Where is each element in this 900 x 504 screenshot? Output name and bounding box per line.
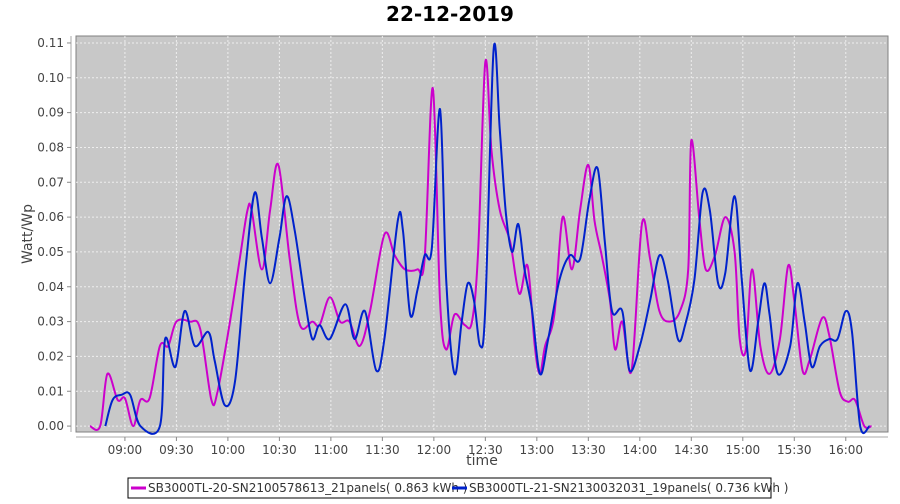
x-tick-label: 13:30: [571, 443, 606, 457]
x-tick-label: 11:00: [314, 443, 349, 457]
x-tick-label: 12:00: [417, 443, 452, 457]
legend-label-series-2: SB3000TL-21-SN2130032031_19panels( 0.736…: [469, 481, 788, 495]
y-tick-label: 0.05: [37, 245, 64, 259]
x-tick-label: 14:30: [674, 443, 709, 457]
y-tick-label: 0.08: [37, 140, 64, 154]
y-tick-label: 0.10: [37, 71, 64, 85]
chart-title: 22-12-2019: [386, 2, 514, 26]
legend-label-series-1: SB3000TL-20-SN2100578613_21panels( 0.863…: [148, 481, 467, 495]
y-tick-label: 0.01: [37, 384, 64, 398]
y-tick-label: 0.00: [37, 419, 64, 433]
series-lines: [89, 42, 872, 435]
legend-box: [127, 477, 772, 499]
gridlines: [76, 36, 888, 432]
x-tick-label: 14:00: [623, 443, 658, 457]
x-tick-label: 13:00: [520, 443, 555, 457]
y-tick-label: 0.06: [37, 210, 64, 224]
x-tick-label: 12:30: [468, 443, 503, 457]
x-tick-label: 16:00: [828, 443, 863, 457]
x-tick-label: 11:30: [365, 443, 400, 457]
y-tick-label: 0.07: [37, 175, 64, 189]
series-line-2: [104, 42, 871, 435]
y-tick-label: 0.04: [37, 280, 64, 294]
y-axis-label: Watt/Wp: [20, 204, 36, 264]
x-tick-label: 10:00: [211, 443, 246, 457]
y-tick-label: 0.09: [37, 106, 64, 120]
x-axis-label: time: [466, 453, 498, 469]
x-tick-label: 15:00: [726, 443, 761, 457]
series-line-1: [89, 58, 872, 431]
y-axis-ticks: 0.00 0.01 0.02 0.03 0.04 0.05 0.06 0.07 0.08 0.09…: [37, 36, 71, 433]
y-tick-label: 0.02: [37, 349, 64, 363]
x-tick-label: 10:30: [262, 443, 297, 457]
x-axis-ticks: 09:00 09:30 10:00 10:30 11:00 11:30 12:00 12:30…: [108, 437, 863, 457]
y-tick-label: 0.03: [37, 315, 64, 329]
x-tick-label: 09:00: [108, 443, 143, 457]
x-tick-label: 09:30: [159, 443, 194, 457]
x-tick-label: 15:30: [777, 443, 812, 457]
y-tick-label: 0.11: [37, 36, 64, 50]
